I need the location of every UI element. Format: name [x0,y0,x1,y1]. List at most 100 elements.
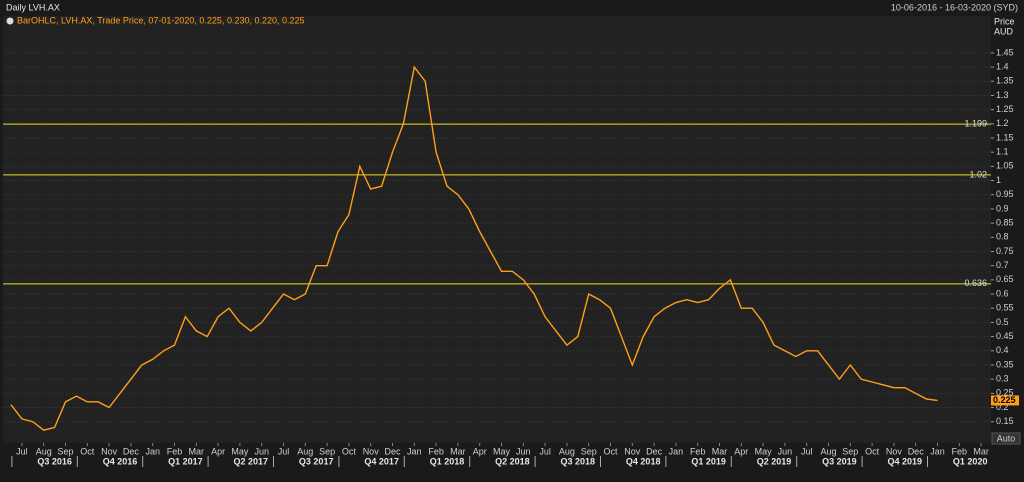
y-tick-label: 0.45 [996,331,1014,341]
quarter-label: Q4 2018 [626,456,661,466]
plot-area [3,16,991,443]
y-axis-title: Price [994,16,1015,26]
quarter-label: Q2 2018 [495,456,530,466]
x-tick-label: Feb [690,446,706,456]
auto-button-label[interactable]: Auto [997,433,1016,443]
x-tick-label: Jun [778,446,793,456]
x-tick-label: Jul [16,446,28,456]
x-tick-label: Apr [734,446,748,456]
y-tick-label: 1 [996,175,1001,185]
x-tick-label: Aug [36,446,52,456]
quarter-label: Q2 2017 [234,456,269,466]
x-tick-label: Sep [319,446,335,456]
x-tick-label: Sep [57,446,73,456]
x-tick-label: Nov [624,446,641,456]
y-tick-label: 0.2 [996,402,1009,412]
y-tick-label: 0.4 [996,345,1009,355]
chart-title: Daily LVH.AX [6,2,60,12]
x-tick-label: Nov [363,446,380,456]
x-tick-label: Apr [473,446,487,456]
x-tick-label: May [231,446,249,456]
last-price-box [991,395,1019,406]
y-axis-unit: AUD [994,26,1014,36]
y-tick-label: 1.05 [996,161,1014,171]
y-tick-label: 0.15 [996,416,1014,426]
y-tick-label: 1.15 [996,132,1014,142]
y-tick-label: 0.35 [996,359,1014,369]
x-tick-label: Nov [886,446,903,456]
x-tick-label: Oct [603,446,618,456]
quarter-label: Q3 2018 [561,456,596,466]
quarter-label: Q4 2019 [888,456,923,466]
x-tick-label: Jul [278,446,290,456]
x-tick-label: Oct [80,446,95,456]
x-tick-label: Oct [342,446,357,456]
x-tick-label: Feb [952,446,968,456]
x-tick-label: Oct [865,446,880,456]
y-tick-label: 0.7 [996,260,1009,270]
x-tick-label: Mar [712,446,728,456]
y-tick-label: 0.5 [996,317,1009,327]
y-tick-label: 0.3 [996,374,1009,384]
y-tick-label: 1.25 [996,104,1014,114]
x-tick-label: Mar [450,446,466,456]
auto-button[interactable] [991,432,1021,445]
x-tick-label: Jan [407,446,422,456]
quarter-label: Q1 2019 [691,456,726,466]
x-tick-label: May [755,446,773,456]
x-tick-label: Nov [101,446,118,456]
x-tick-label: Sep [842,446,858,456]
price-line [10,65,938,431]
x-tick-label: Feb [428,446,444,456]
legend-icon [6,17,14,25]
y-tick-label: 1.35 [996,76,1014,86]
x-tick-label: May [493,446,511,456]
x-tick-label: Aug [820,446,836,456]
x-tick-label: Aug [559,446,575,456]
x-tick-label: Aug [297,446,313,456]
y-tick-label: 1.3 [996,90,1009,100]
quarter-label: Q1 2017 [168,456,203,466]
y-tick-label: 0.65 [996,274,1014,284]
x-tick-label: Sep [581,446,597,456]
quarter-label: Q2 2019 [757,456,792,466]
quarter-label: Q3 2019 [822,456,857,466]
y-tick-label: 1.2 [996,118,1009,128]
x-tick-label: Feb [167,446,183,456]
y-tick-label: 1.1 [996,147,1009,157]
date-range: 10-06-2016 - 16-03-2020 (SYD) [891,2,1018,12]
x-tick-label: Apr [211,446,225,456]
legend-text: BarOHLC, LVH.AX, Trade Price, 07-01-2020… [17,15,305,25]
quarter-label: Q1 2018 [430,456,465,466]
y-tick-label: 0.25 [996,388,1014,398]
quarter-label: Q4 2016 [103,456,138,466]
x-tick-label: Jul [801,446,813,456]
x-tick-label: Jan [669,446,684,456]
quarter-label: Q4 2017 [364,456,399,466]
quarter-label: Q3 2017 [299,456,334,466]
x-tick-label: Jan [145,446,160,456]
y-tick-label: 0.75 [996,246,1014,256]
level-label: 1.199 [964,118,987,128]
last-price-label: 0.225 [993,395,1016,405]
y-tick-label: 0.8 [996,232,1009,242]
x-tick-label: Jul [539,446,551,456]
y-tick-label: 0.95 [996,189,1014,199]
level-label: 0.636 [964,278,987,288]
x-tick-label: Mar [973,446,989,456]
y-tick-label: 0.9 [996,203,1009,213]
y-tick-label: 1.4 [996,61,1009,71]
x-tick-label: Mar [189,446,205,456]
x-tick-label: Jan [930,446,945,456]
y-tick-label: 0.6 [996,288,1009,298]
x-tick-label: Jun [516,446,531,456]
x-tick-label: Dec [908,446,925,456]
quarter-label: Q1 2020 [953,456,988,466]
y-tick-label: 1.45 [996,47,1014,57]
quarter-label: Q3 2016 [37,456,72,466]
x-tick-label: Jun [254,446,269,456]
level-label: 1.02 [969,169,987,179]
x-tick-label: Dec [123,446,140,456]
x-tick-label: Dec [646,446,663,456]
